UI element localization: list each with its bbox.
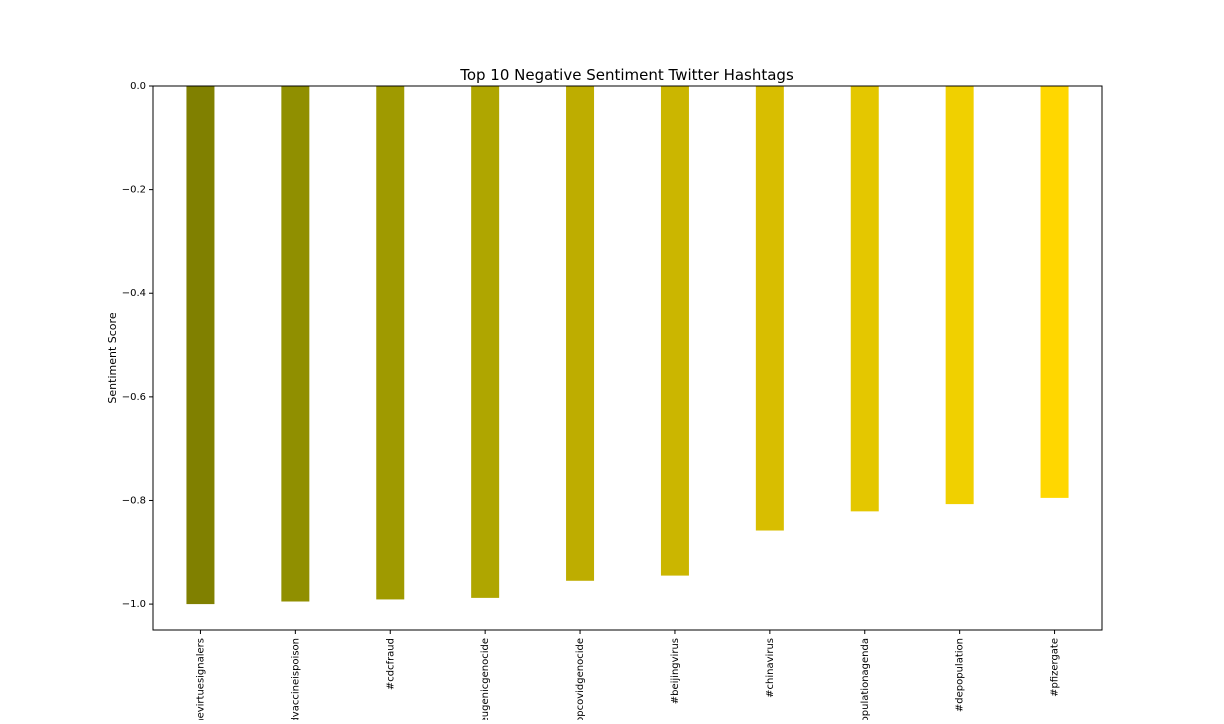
bar bbox=[755, 86, 784, 531]
bar bbox=[850, 86, 879, 512]
x-tick-label: #depopulationagenda bbox=[860, 638, 871, 720]
plot-area-frame bbox=[152, 85, 1103, 631]
x-tick-label: #cdcfraud bbox=[385, 638, 396, 690]
bar bbox=[376, 86, 405, 600]
x-tick-label: #thevirtuesignalers bbox=[195, 638, 206, 720]
x-tick-label: #depopcovidgenocide bbox=[575, 638, 586, 720]
bar bbox=[281, 86, 310, 602]
y-tick-label: −0.8 bbox=[122, 495, 146, 506]
x-tick-label: #depopulation bbox=[955, 638, 966, 712]
x-tick-label: #eugenicgenocide bbox=[480, 638, 491, 720]
y-tick-label: −0.2 bbox=[122, 185, 146, 196]
x-axis-ticks: #thevirtuesignalers #covidvaccineispoison… bbox=[195, 630, 1061, 724]
chart-title: Top 10 Negative Sentiment Twitter Hashta… bbox=[459, 66, 794, 84]
y-tick-label: −0.4 bbox=[122, 288, 146, 299]
bar bbox=[186, 86, 215, 605]
y-axis-ticks: 0.0 −0.2 −0.4 −0.6 −0.8 −1.0 bbox=[122, 81, 153, 610]
bar bbox=[471, 86, 500, 598]
bar bbox=[660, 86, 689, 576]
y-axis-label: Sentiment Score bbox=[106, 312, 119, 403]
x-tick-label: #pfizergate bbox=[1050, 638, 1061, 697]
x-tick-label: #chinavirus bbox=[765, 638, 776, 698]
x-tick-label: #beijingvirus bbox=[670, 638, 681, 704]
bar bbox=[1040, 86, 1069, 498]
bar bbox=[566, 86, 595, 581]
y-tick-label: 0.0 bbox=[130, 81, 146, 92]
bars-layer bbox=[186, 86, 1069, 605]
bar bbox=[945, 86, 974, 505]
y-tick-label: −1.0 bbox=[122, 599, 146, 610]
x-tick-label: #covidvaccineispoison bbox=[290, 638, 301, 720]
y-tick-label: −0.6 bbox=[122, 392, 146, 403]
